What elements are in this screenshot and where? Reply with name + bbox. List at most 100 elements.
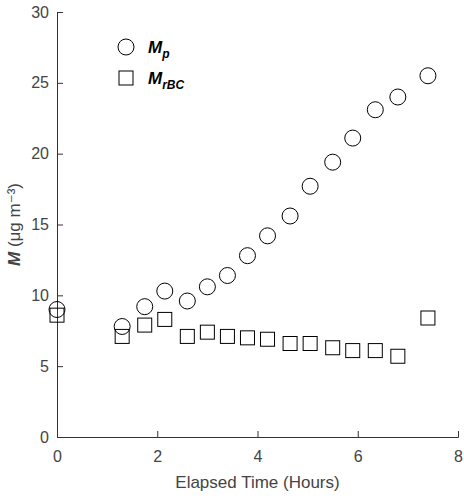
point-group (420, 68, 436, 84)
point (157, 283, 173, 299)
point (421, 311, 435, 325)
point (325, 154, 341, 170)
point (420, 68, 436, 84)
point-group (49, 302, 65, 318)
point-group (368, 344, 382, 358)
point (390, 89, 406, 105)
legend-symbol-group (119, 71, 133, 85)
point-group (239, 248, 255, 264)
point-group (367, 102, 383, 118)
point (199, 279, 215, 295)
point-group (50, 308, 64, 322)
point-group (283, 337, 297, 351)
y-tick: 20 (31, 145, 63, 162)
legend-symbol (119, 71, 133, 85)
legend-label: MrBC (148, 69, 185, 92)
point (137, 299, 153, 315)
y-tick: 5 (40, 358, 63, 375)
y-axis-line (58, 13, 64, 438)
point (220, 329, 234, 343)
y-axis: 0 5 10 15 20 25 30 (31, 4, 63, 446)
legend-symbol-group (118, 39, 134, 55)
point-group (200, 325, 214, 339)
x-tick-mark (358, 431, 359, 437)
x-tick-mark (258, 431, 259, 437)
y-tick: 30 (31, 4, 63, 21)
point (346, 344, 360, 358)
point-group (180, 329, 194, 343)
chart: 0 2 4 6 8 0 5 10 15 20 25 30 Mp MrBC Elapsed Time (Hou… (0, 0, 464, 500)
point (368, 344, 382, 358)
y-tick-label: 15 (31, 216, 49, 233)
y-tick-label: 30 (31, 4, 49, 21)
point-group (303, 337, 317, 351)
point (367, 102, 383, 118)
point (115, 329, 129, 343)
point-group (282, 208, 298, 224)
x-tick: 8 (454, 431, 463, 465)
point-group (138, 318, 152, 332)
point-group (179, 293, 195, 309)
point-group (302, 178, 318, 194)
point-group (114, 319, 130, 335)
y-tick-label: 10 (31, 287, 49, 304)
y-tick: 25 (31, 74, 63, 91)
x-axis-line (58, 431, 459, 438)
y-tick-mark (57, 366, 63, 367)
point (283, 337, 297, 351)
x-tick: 4 (254, 431, 263, 465)
marks (49, 68, 436, 364)
point-group (421, 311, 435, 325)
y-tick-label: 5 (40, 358, 49, 375)
point (391, 349, 405, 363)
point-group (260, 228, 276, 244)
x-tick-label: 8 (454, 448, 463, 465)
point (345, 130, 361, 146)
y-tick-mark (57, 437, 63, 438)
legend-item: MrBC (119, 69, 185, 92)
point-group (115, 329, 129, 343)
point-group (326, 341, 340, 355)
point-group (346, 344, 360, 358)
point (49, 302, 65, 318)
point (239, 248, 255, 264)
point-group (325, 154, 341, 170)
legend-symbol (118, 39, 134, 55)
y-tick-mark (57, 154, 63, 155)
legend-item: Mp (118, 38, 170, 61)
point (219, 268, 235, 284)
point (138, 318, 152, 332)
x-tick-mark (458, 431, 459, 437)
series-1 (50, 308, 435, 363)
y-tick-label: 25 (31, 74, 49, 91)
x-tick-mark (157, 431, 158, 437)
point-group (390, 89, 406, 105)
x-tick: 2 (153, 431, 162, 465)
point-group (261, 332, 275, 346)
point-group (137, 299, 153, 315)
y-tick-mark (57, 12, 63, 13)
y-tick: 15 (31, 216, 63, 233)
series-0 (49, 68, 436, 335)
point (180, 329, 194, 343)
point (326, 341, 340, 355)
legend: Mp MrBC (118, 38, 185, 92)
x-tick-label: 4 (254, 448, 263, 465)
point (114, 319, 130, 335)
y-tick-label: 20 (31, 145, 49, 162)
x-axis: 0 2 4 6 8 (53, 431, 463, 465)
y-tick-label: 0 (40, 429, 49, 446)
y-tick-mark (57, 295, 63, 296)
point-group (199, 279, 215, 295)
y-tick-mark (57, 225, 63, 226)
point-group (219, 268, 235, 284)
y-tick-mark (57, 83, 63, 84)
x-axis-title: Elapsed Time (Hours) (175, 473, 339, 492)
y-tick: 0 (40, 429, 63, 446)
point-group (240, 331, 254, 345)
point (179, 293, 195, 309)
point (240, 331, 254, 345)
x-tick-label: 0 (53, 448, 62, 465)
x-tick-label: 6 (354, 448, 363, 465)
y-axis-title: M (μg m⁻³) (5, 183, 24, 266)
